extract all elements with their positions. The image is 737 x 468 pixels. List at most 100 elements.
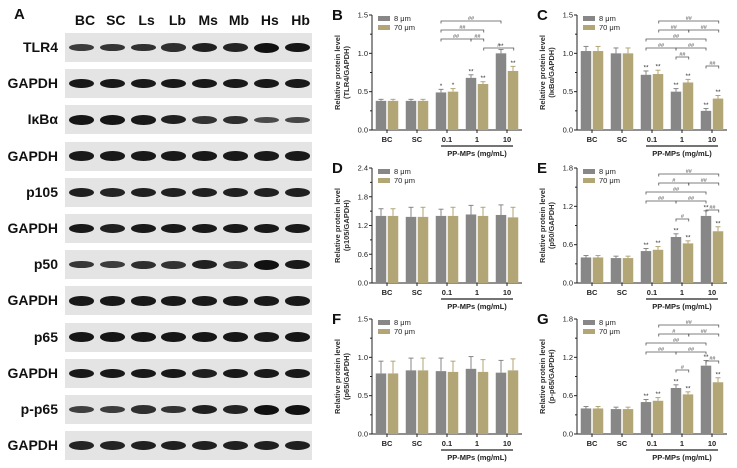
x-tick-label: SC: [617, 135, 628, 144]
protein-band: [130, 332, 156, 342]
significance-bracket: [440, 29, 485, 33]
x-tick-label: 10: [708, 439, 716, 448]
bar-70um: [477, 371, 489, 434]
protein-band: [99, 368, 125, 378]
significance-bracket: [705, 65, 720, 69]
blot-row-label: GAPDH: [7, 437, 58, 454]
significance-mark: **: [468, 68, 474, 75]
panel-letter: B: [332, 7, 343, 24]
significance-mark: **: [715, 89, 721, 96]
x-tick-label: 10: [503, 439, 511, 448]
legend-label-70um: 70 μm: [599, 176, 620, 185]
significance-mark: **: [655, 240, 661, 247]
blot-row-label: GAPDH: [7, 75, 58, 92]
legend-label-8um: 8 μm: [599, 14, 616, 23]
bracket-label: ##: [673, 34, 680, 40]
x-tick-label: 1: [475, 288, 479, 297]
significance-bracket: [645, 191, 707, 195]
significance-mark: **: [643, 242, 649, 249]
protein-band: [223, 332, 248, 342]
significance-bracket: [688, 29, 720, 33]
bracket-label: ##: [688, 196, 695, 202]
bar-70um: [507, 217, 519, 283]
legend-swatch-70um: [378, 25, 390, 30]
y-tick-label: 1.5: [563, 11, 573, 20]
legend-label-70um: 70 μm: [599, 23, 620, 32]
y-axis-label: Relative protein level (TLR4/GAPDH): [333, 35, 351, 110]
bar-8um: [610, 409, 622, 434]
significance-mark: **: [673, 227, 679, 234]
y-tick-label: 1.0: [358, 353, 368, 362]
significance-bracket: [658, 20, 720, 24]
bar-70um: [652, 74, 664, 130]
protein-band: [161, 405, 187, 414]
bar-8um: [670, 91, 682, 130]
significance-mark: **: [685, 73, 691, 80]
blot-row-label: p105: [26, 183, 58, 200]
protein-band: [69, 151, 94, 161]
protein-band: [192, 368, 218, 378]
y-tick-label: 0.0: [563, 126, 573, 135]
protein-band: [161, 115, 187, 125]
significance-bracket: [675, 200, 707, 204]
protein-band: [69, 296, 94, 306]
blot-strip: [65, 33, 312, 62]
bracket-label: #: [672, 329, 676, 335]
y-tick-label: 0.5: [563, 87, 573, 96]
protein-band: [161, 296, 187, 306]
x-tick-label: SC: [412, 135, 423, 144]
protein-band: [161, 260, 187, 269]
blot-row-label: TLR4: [23, 39, 58, 55]
protein-band: [253, 151, 279, 161]
bar-70um: [652, 249, 664, 283]
protein-band: [223, 296, 248, 306]
western-blot-panel: A BC SC Ls Lb Ms Mb Hs Hb TLR4 GAPDH IκBα GAPDH p10…: [0, 0, 320, 468]
bar-70um: [417, 216, 429, 283]
y-tick-label: 2.4: [358, 164, 368, 173]
protein-band: [130, 187, 156, 197]
panel-letter: E: [537, 160, 547, 177]
bar-70um: [387, 215, 399, 283]
significance-mark: **: [685, 385, 691, 392]
blot-strip: [65, 322, 312, 352]
svg-text:Relative protein level: Relative protein level: [538, 188, 547, 263]
significance-mark: **: [510, 60, 516, 67]
svg-text:Relative protein level: Relative protein level: [333, 339, 342, 414]
bar-8um: [375, 100, 387, 130]
legend-swatch-8um: [378, 169, 390, 174]
blot-row-label: GAPDH: [7, 292, 58, 309]
protein-band: [223, 260, 248, 269]
y-tick-label: 1.2: [563, 353, 573, 362]
blot-row-label: p-p65: [20, 401, 58, 417]
protein-band: [284, 368, 310, 378]
svg-text:(p105/GAPDH): (p105/GAPDH): [342, 199, 351, 251]
bar-8um: [580, 257, 592, 283]
chart-d-p105: D Relative protein level (p105/GAPDH) 0.0 0.…: [330, 155, 535, 312]
protein-band: [130, 223, 156, 234]
chart-f-p65: F Relative protein level (p65/GAPDH) 0.0 0.5…: [330, 306, 535, 463]
bracket-label: ##: [673, 338, 680, 344]
x-axis-label: PP-MPs (mg/mL): [447, 149, 507, 158]
y-tick-label: 1.5: [358, 315, 368, 324]
svg-text:Relative protein level: Relative protein level: [538, 339, 547, 414]
lane-label: Lb: [168, 12, 186, 28]
legend-label-70um: 70 μm: [394, 23, 415, 32]
protein-band: [253, 296, 279, 306]
bar-70um: [387, 373, 399, 434]
legend-swatch-70um: [583, 178, 595, 183]
significance-bracket: [688, 182, 720, 186]
x-tick-label: 10: [503, 288, 511, 297]
y-tick-label: 0.5: [358, 87, 368, 96]
y-tick-label: 1.8: [563, 164, 573, 173]
y-axis-label: Relative protein level (p50/GAPDH): [538, 188, 556, 263]
bar-8um: [375, 373, 387, 434]
chart-b-tlr4: B Relative protein level (TLR4/GAPDH) 0.0 0.…: [330, 2, 535, 159]
significance-bracket: [645, 342, 707, 346]
svg-text:Relative protein level: Relative protein level: [538, 35, 547, 110]
bracket-label: ##: [686, 169, 693, 175]
x-tick-label: 1: [475, 439, 479, 448]
significance-mark: **: [498, 43, 504, 50]
significance-bracket: [675, 47, 707, 51]
significance-bracket: [645, 38, 707, 42]
protein-band: [284, 223, 310, 234]
